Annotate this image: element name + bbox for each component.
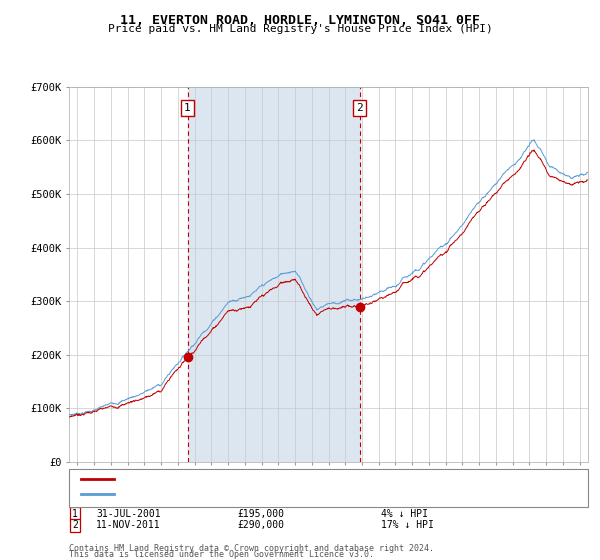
Text: 11, EVERTON ROAD, HORDLE, LYMINGTON, SO41 0FF: 11, EVERTON ROAD, HORDLE, LYMINGTON, SO4… <box>120 14 480 27</box>
Text: This data is licensed under the Open Government Licence v3.0.: This data is licensed under the Open Gov… <box>69 550 374 559</box>
Text: Contains HM Land Registry data © Crown copyright and database right 2024.: Contains HM Land Registry data © Crown c… <box>69 544 434 553</box>
Text: 31-JUL-2001: 31-JUL-2001 <box>96 508 161 519</box>
Text: 17% ↓ HPI: 17% ↓ HPI <box>381 520 434 530</box>
Text: 1: 1 <box>184 103 191 113</box>
Text: HPI: Average price, detached house, New Forest: HPI: Average price, detached house, New … <box>120 489 385 498</box>
Text: £290,000: £290,000 <box>237 520 284 530</box>
Text: £195,000: £195,000 <box>237 508 284 519</box>
Text: Price paid vs. HM Land Registry's House Price Index (HPI): Price paid vs. HM Land Registry's House … <box>107 24 493 34</box>
Text: 11, EVERTON ROAD, HORDLE, LYMINGTON, SO41 0FF (detached house): 11, EVERTON ROAD, HORDLE, LYMINGTON, SO4… <box>120 474 476 483</box>
Text: 1: 1 <box>72 508 78 519</box>
Text: 2: 2 <box>72 520 78 530</box>
Text: 4% ↓ HPI: 4% ↓ HPI <box>381 508 428 519</box>
Bar <box>188 87 359 462</box>
Text: 11-NOV-2011: 11-NOV-2011 <box>96 520 161 530</box>
Text: 2: 2 <box>356 103 363 113</box>
